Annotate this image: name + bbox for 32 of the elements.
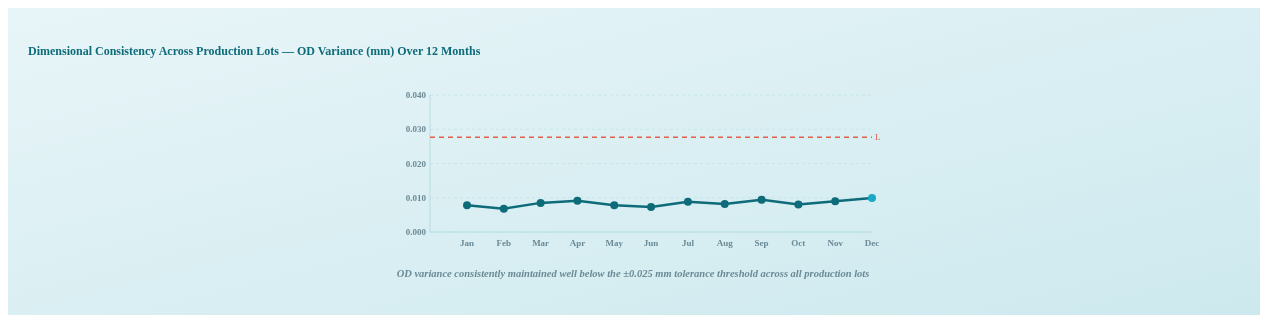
x-tick-label: Sep [754,238,769,248]
x-tick-label: Oct [791,238,806,248]
point [647,203,656,211]
y-tick-label: 0.010 [405,192,427,203]
x-tick-label: Mar [532,238,550,248]
text: Dimensional Consistency Across Production Lots — OD Variance (mm) Over 12 Months [28,44,481,58]
point [868,194,876,203]
point [463,201,471,210]
x-tick-label: Apr [569,238,586,248]
point [720,199,729,208]
point [536,198,545,207]
x-tick-label: Feb [496,238,512,248]
y-tick-label: 0.030 [405,124,427,135]
point [499,204,508,213]
x-tick-label: Aug [716,238,734,248]
point [831,197,840,206]
x-tick-label: Jan [459,238,475,248]
x-tick-label: Jul [681,238,695,248]
point [757,195,766,204]
x-tick-label: Dec [864,238,880,248]
ref-line-label: L [875,132,881,143]
y-tick-label: 0.000 [405,227,427,238]
y-tick-label: 0.040 [405,90,427,101]
text: OD variance consistently maintained well below the ±0.025 mm tolerance threshold across all production lots [396,268,870,279]
x-tick-label: Jun [643,238,659,248]
point [683,197,692,206]
point [573,196,582,205]
point [610,201,619,210]
point [794,200,803,209]
x-tick-label: Nov [827,238,844,248]
x-tick-label: May [605,238,624,248]
y-tick-label: 0.020 [405,158,427,169]
